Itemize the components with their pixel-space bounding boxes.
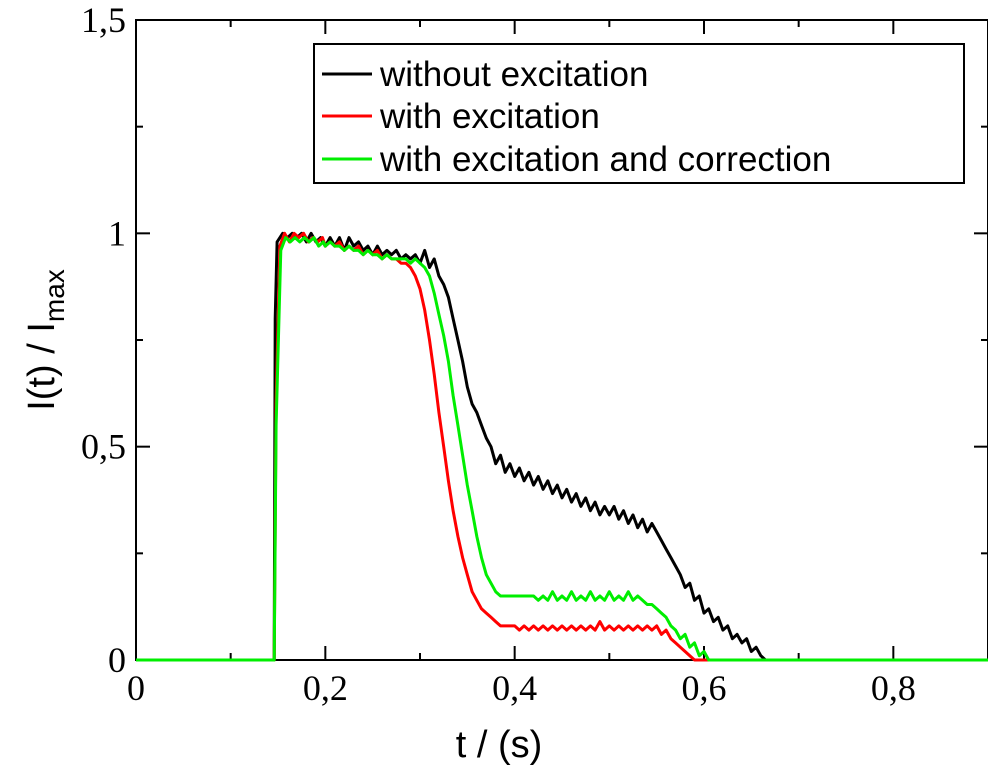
legend-label-2: with excitation and correction (379, 140, 831, 179)
y-axis-label-main: I(t) / I (21, 322, 63, 411)
x-axis-label: t / (s) (456, 724, 543, 765)
x-tick-label-0: 0 (127, 668, 145, 708)
x-tick-label-4: 0,8 (871, 668, 916, 708)
y-tick-label-3: 1,5 (81, 0, 126, 40)
y-tick-label-0: 0 (108, 640, 126, 680)
tick-labels: 0 0,2 0,4 0,6 0,8 0 0,5 1 1,5 (81, 0, 916, 708)
y-tick-label-1: 0,5 (81, 427, 126, 467)
x-tick-label-3: 0,6 (682, 668, 727, 708)
series-lines (136, 231, 988, 662)
legend-label-0: without excitation (379, 55, 648, 94)
x-tick-label-2: 0,4 (492, 668, 537, 708)
y-tick-label-2: 1 (108, 213, 126, 253)
legend-label-1: with excitation (379, 97, 600, 136)
y-axis-label: I(t) / Imax (21, 269, 70, 411)
legend: without excitation with excitation with … (313, 43, 965, 184)
legend-box (313, 43, 965, 184)
y-axis-label-subscript: max (39, 269, 70, 322)
x-tick-label-1: 0,2 (303, 668, 348, 708)
series-line-0 (136, 231, 988, 662)
series-line-2 (136, 236, 988, 662)
